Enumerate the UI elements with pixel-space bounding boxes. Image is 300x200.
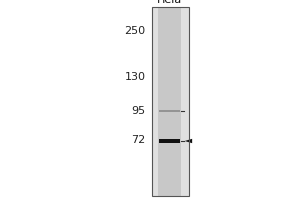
Bar bbox=[159, 139, 180, 143]
Bar bbox=[181, 7, 189, 196]
Polygon shape bbox=[184, 139, 192, 143]
Text: Hela: Hela bbox=[157, 0, 182, 5]
Text: 130: 130 bbox=[124, 72, 146, 82]
Bar bbox=[152, 7, 158, 196]
Text: 95: 95 bbox=[131, 106, 146, 116]
Text: 250: 250 bbox=[124, 26, 146, 36]
Text: 72: 72 bbox=[131, 135, 146, 145]
Bar bbox=[152, 7, 189, 196]
Bar bbox=[159, 110, 180, 112]
Bar bbox=[158, 7, 181, 196]
